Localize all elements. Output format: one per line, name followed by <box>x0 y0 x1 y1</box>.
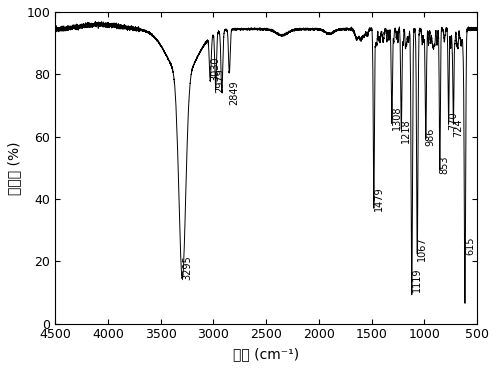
Text: 2849: 2849 <box>229 81 240 106</box>
Text: 1067: 1067 <box>417 237 427 261</box>
Y-axis label: 透光率 (%): 透光率 (%) <box>7 141 21 195</box>
Text: 853: 853 <box>440 156 450 174</box>
X-axis label: 波数 (cm⁻¹): 波数 (cm⁻¹) <box>233 347 299 361</box>
Text: 1218: 1218 <box>401 118 411 143</box>
Text: 3030: 3030 <box>210 56 220 81</box>
Text: 770: 770 <box>448 112 459 130</box>
Text: 1479: 1479 <box>374 187 384 212</box>
Text: 3295: 3295 <box>183 255 192 280</box>
Text: 1308: 1308 <box>392 106 402 130</box>
Text: 1119: 1119 <box>412 268 422 293</box>
Text: 986: 986 <box>426 128 436 146</box>
Text: 615: 615 <box>465 237 475 255</box>
Text: 2979: 2979 <box>216 68 226 93</box>
Text: 724: 724 <box>453 118 463 137</box>
